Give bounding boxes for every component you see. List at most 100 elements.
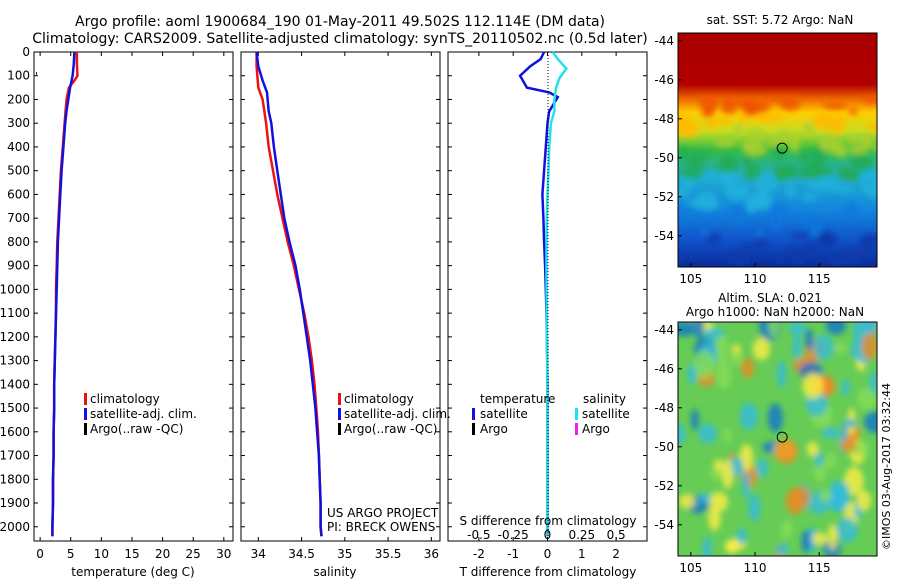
y-tick-label: -54 [654,229,674,243]
sst-texture-blob [738,112,749,123]
legend-label-climatology: climatology [90,392,160,406]
sla-texture-blob [814,452,824,468]
sla-map-axes: 105 110 115 -44 -46 -48 -50 -52 -54 [654,323,830,575]
series-line-salinity-satellite [545,51,569,537]
x-tick-label: 10 [94,547,109,561]
temperature-legend: climatology satellite-adj. clim. Argo(..… [84,392,197,436]
sla-texture-blob [755,458,769,478]
y-tick-label: 600 [7,187,30,201]
sst-texture-blob [745,201,769,209]
sla-texture-blob [774,439,798,464]
pi-label: PI: BRECK OWENS [327,520,435,534]
sst-texture-blob [779,96,801,111]
sst-texture-blob [781,132,801,141]
sst-texture-blob [806,167,829,175]
y-tick-label: 1200 [0,330,30,344]
series-line-climatology [255,52,323,537]
sst-texture-blob [798,214,812,225]
sst-texture-blob [821,102,848,110]
y-tick-label: -44 [654,323,674,337]
sst-map-texture [678,94,877,266]
sla-texture-blob [813,334,834,361]
x-tick-label: 110 [744,561,767,575]
s-scale-label: -0.25 [498,528,529,542]
sst-texture-blob [706,232,721,244]
s-scale-label: -0.5 [467,528,490,542]
sst-texture-blob [841,170,858,178]
y-tick-label: 1600 [0,425,30,439]
legend-swatch-temp-satellite [472,408,475,420]
sla-texture-blob [841,378,851,396]
y-tick-label: 0 [22,45,30,59]
y-tick-label: -48 [654,112,674,126]
sst-texture-blob [774,147,785,161]
sst-texture-blob [705,103,715,117]
sla-texture-blob [678,322,696,337]
x-tick-label: 25 [186,547,201,561]
sla-texture-blob [836,517,858,543]
legend-label-sal-argo: Argo [582,422,610,436]
sla-texture-blob [832,482,841,506]
sst-texture-blob [699,228,711,235]
y-tick-label: 200 [7,92,30,106]
sla-texture-blob [822,427,839,439]
sla-texture-blob [698,423,717,444]
x-tick-label: 34.5 [288,547,315,561]
sst-texture-blob [746,127,767,143]
sst-texture-blob [872,144,877,152]
sst-texture-blob [860,131,873,147]
sst-texture-blob [863,94,877,104]
legend-label-argo: Argo(..raw -QC) [344,422,437,436]
sst-texture-blob [792,255,807,266]
y-tick-label: 1000 [0,282,30,296]
y-tick-label: -50 [654,440,674,454]
sst-texture-blob [827,120,846,134]
difference-series [518,51,569,537]
sst-texture-blob [678,186,690,198]
sla-texture-blob [862,322,877,335]
sst-texture-blob [714,139,736,147]
sla-texture-blob [820,489,832,503]
x-tick-label: 5 [67,547,75,561]
x-tick-label: 115 [808,272,831,286]
sst-texture-blob [866,122,877,132]
y-tick-label: 1900 [0,496,30,510]
legend-swatch-temp-argo [472,423,475,435]
sst-texture-blob [850,153,873,171]
sla-texture-blob [724,540,740,554]
x-tick-label: 1 [578,547,586,561]
legend-label-sal-satellite: satellite [582,407,630,421]
s-scale-label: 0.25 [568,528,595,542]
y-tick-label: -54 [654,518,674,532]
y-tick-label: 500 [7,164,30,178]
sla-texture-blob [722,428,732,442]
sla-texture-blob [776,360,787,389]
y-tick-label: -48 [654,401,674,415]
sla-texture-blob [856,490,872,511]
sst-texture-blob [678,146,689,162]
sla-map-frame [677,321,878,557]
sst-texture-blob [734,123,743,137]
sst-texture-blob [810,222,822,238]
y-tick-label: 1700 [0,449,30,463]
sla-texture-blob [699,492,713,504]
sla-texture-blob [767,403,784,433]
s-scale-label: 0 [544,528,552,542]
sst-texture-blob [802,122,815,137]
sst-texture-blob [849,257,862,266]
x-tick-label: 110 [744,272,767,286]
argo-location-marker [776,142,788,154]
sst-texture-blob [757,112,780,120]
figure-title-line2: Climatology: CARS2009. Satellite-adjuste… [32,31,647,47]
s-scale-label: 0.5 [607,528,626,542]
sst-texture-blob [776,254,785,266]
x-tick-label: -1 [507,547,519,561]
sla-texture-blob [679,494,696,509]
sst-texture-blob [742,142,768,157]
sla-texture-blob [693,322,705,339]
sst-texture-blob [769,215,782,229]
sla-texture-blob [748,493,761,522]
sst-texture-blob [720,101,738,115]
sla-texture-blob [834,342,847,354]
sst-texture-blob [845,134,863,144]
